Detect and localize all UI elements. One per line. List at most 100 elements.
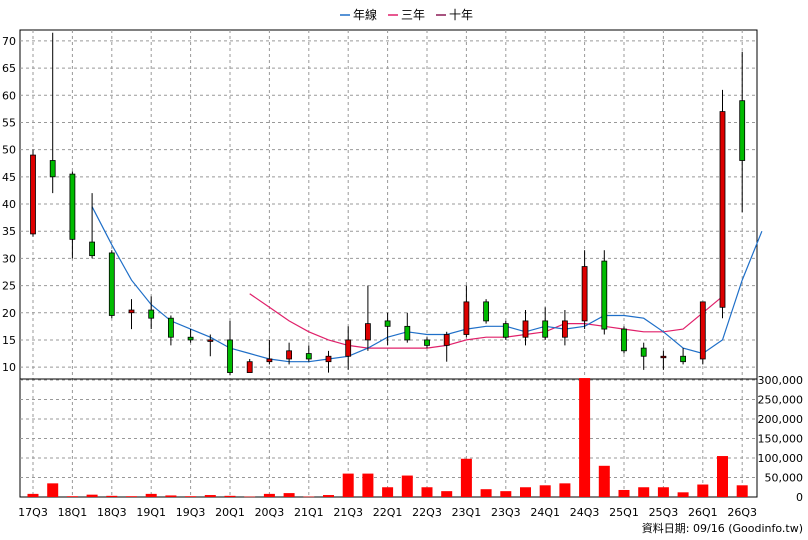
candle [305,345,312,362]
candle-body [581,266,588,322]
volume-bar [224,495,236,497]
x-tick-label: 19Q1 [136,506,166,519]
candle [581,250,588,330]
price-tick-label: 40 [2,198,16,211]
volume-axis: 0 50,000 100,000 150,000 200,000 250,000 300,0… [758,374,804,504]
volume-bar [283,493,295,497]
x-tick-label: 26Q1 [688,506,718,519]
price-tick-label: 25 [2,280,16,293]
candle-body [699,301,706,360]
candle-body [404,325,411,341]
grid [20,30,757,497]
x-tick-label: 18Q1 [58,506,88,519]
candle-body [49,160,56,178]
volume-bar [579,378,591,497]
x-tick-label: 24Q3 [570,506,600,519]
candle [680,348,686,365]
candle [562,310,568,346]
candle-body [463,301,470,335]
candle-body [680,355,686,363]
candle [207,334,214,357]
x-tick-label: 21Q1 [294,506,324,519]
candle [148,296,155,330]
candle-body [325,355,332,363]
volume-bar [323,495,334,497]
candle-body [89,241,95,257]
price-tick-label: 30 [2,252,16,265]
volume-bars [27,378,748,498]
volume-bar [500,491,512,497]
candle-body [502,323,509,338]
candle [502,320,509,340]
candle-body [483,301,490,322]
candle [246,358,253,373]
candle-body [108,252,115,316]
candle-body [246,361,253,373]
price-tick-label: 10 [2,361,16,374]
candle [325,350,332,373]
legend-item: 十年 [436,8,473,22]
candle [89,193,95,259]
x-tick-label: 24Q1 [530,506,560,519]
candle-body [522,320,529,338]
candle-body [739,100,746,161]
volume-bar [263,493,275,497]
volume-bar [480,489,492,497]
candle-body [640,347,647,357]
candle-body [207,339,214,342]
legend-label: 年線 [353,7,377,22]
volume-bar [460,458,472,497]
volume-tick-label: 250,000 [758,394,804,407]
x-tick-label: 26Q3 [727,506,757,519]
candle-body [227,339,233,373]
candle [384,312,391,346]
price-tick-label: 60 [2,89,16,102]
candle [522,310,529,346]
candle [286,342,293,365]
price-tick-label: 20 [2,307,16,320]
candle [424,337,430,349]
candle [128,299,135,330]
candle-body [30,154,36,235]
x-tick-label: 23Q1 [452,506,482,519]
candle-body [345,339,352,357]
price-tick-label: 50 [2,144,16,157]
volume-bar [559,483,571,497]
volume-bar [185,496,197,497]
candle [30,149,36,237]
volume-bar [47,483,59,497]
candle-body [719,111,726,308]
candle-body [542,320,549,338]
price-tick-label: 70 [2,35,16,48]
candle-body [424,339,430,346]
x-tick-label: 20Q1 [215,506,245,519]
volume-bar [421,487,433,497]
volume-bar [697,484,709,497]
moving-average-lines [91,206,763,363]
volume-bar [126,496,137,497]
volume-tick-label: 300,000 [758,374,804,387]
legend-label: 三年 [401,8,425,22]
candle-body [384,320,391,327]
volume-tick-label: 0 [796,491,803,504]
volume-bar [106,495,118,497]
three-year-ma-line [249,293,723,349]
candle [49,32,56,194]
legend-item: 年線 [340,7,377,22]
x-tick-label: 25Q1 [609,506,639,519]
volume-bar [342,473,354,497]
volume-bar [401,475,413,497]
x-tick-label: 18Q3 [97,506,127,519]
candle-body [148,309,155,319]
candle-body [443,334,450,346]
volume-bar [638,487,650,497]
volume-bar [657,487,669,497]
candles [30,32,746,376]
candle-body [660,355,667,359]
candle [601,250,608,335]
volume-bar [362,473,374,497]
volume-bar [204,495,216,497]
candle [404,312,411,343]
volume-bar [520,487,531,497]
